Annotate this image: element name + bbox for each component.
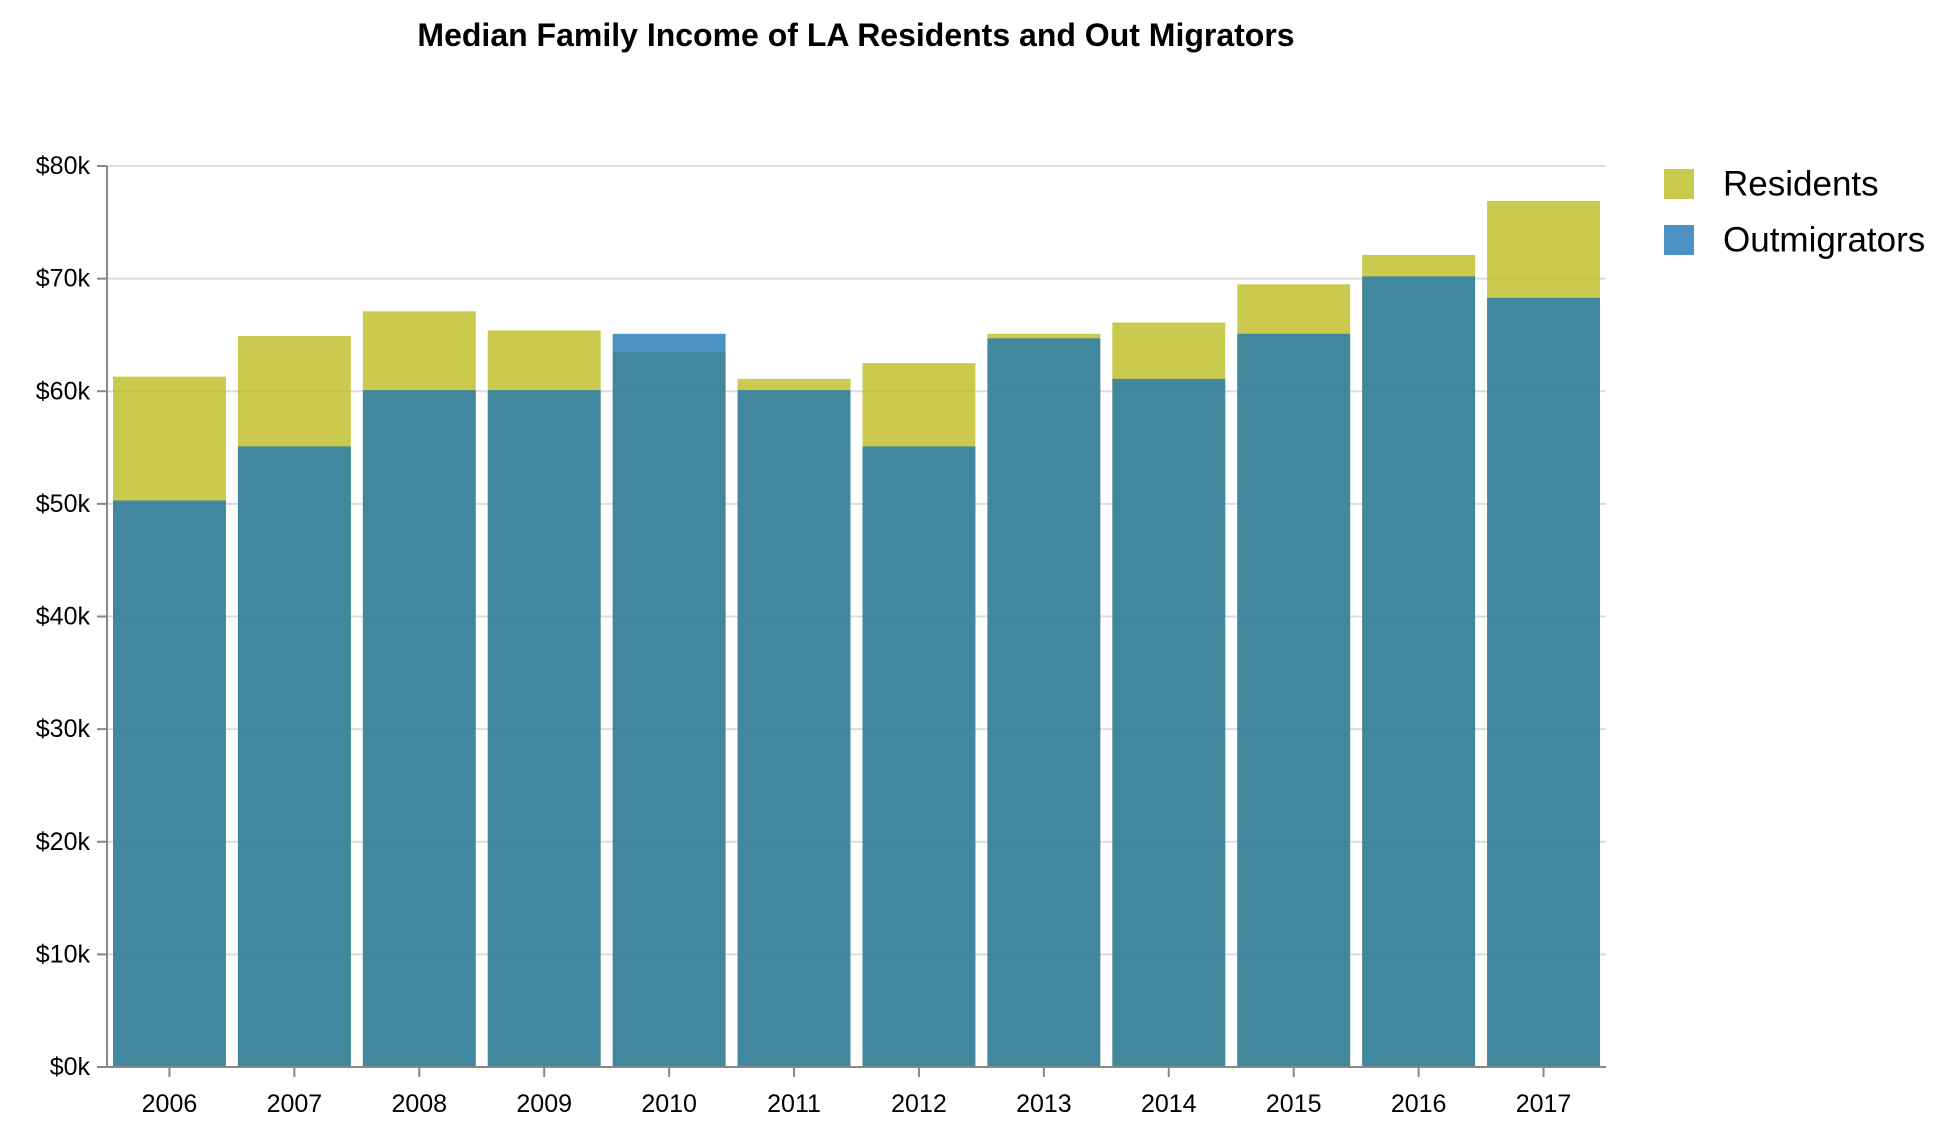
bar-outmigrators-2013: [987, 338, 1101, 1067]
x-tick-label: 2014: [1141, 1090, 1197, 1118]
y-tick-label: $60k: [36, 377, 91, 405]
legend-swatch-residents: [1664, 169, 1694, 199]
bar-outmigrators-2011: [737, 390, 851, 1067]
bar-outmigrators-2007: [237, 446, 351, 1067]
y-tick-label: $40k: [36, 603, 91, 631]
x-tick-label: 2010: [641, 1090, 697, 1118]
bars: [113, 200, 1600, 1068]
y-tick-label: $30k: [36, 715, 91, 743]
grid-lines: [107, 165, 1606, 1068]
x-tick-label: 2016: [1391, 1090, 1447, 1118]
y-tick-label: $20k: [36, 828, 91, 856]
bar-outmigrators-2017: [1487, 297, 1600, 1067]
bar-outmigrators-2015: [1237, 333, 1351, 1067]
y-tick-label: $50k: [36, 490, 91, 518]
legend: Residents Outmigrators: [1664, 165, 1925, 260]
x-tick-label: 2012: [891, 1090, 947, 1118]
bar-outmigrators-2009: [487, 390, 601, 1067]
x-tick-label: 2013: [1016, 1090, 1072, 1118]
y-tick-label: $80k: [36, 152, 91, 180]
x-tick-label: 2007: [267, 1090, 323, 1118]
bar-outmigrators-2008: [362, 390, 476, 1067]
y-tick-label: $0k: [50, 1053, 91, 1081]
axes: $0k $10k $20k $30k $40k $50k $60k $70k $80k 2006 2…: [36, 152, 1606, 1118]
x-tick-label: 2008: [391, 1090, 447, 1118]
legend-swatch-outmigrators: [1664, 225, 1694, 255]
y-tick-label: $70k: [36, 265, 91, 293]
bar-outmigrators-2006: [113, 500, 226, 1068]
x-tick-label: 2009: [516, 1090, 572, 1118]
x-tick-label: 2006: [142, 1090, 198, 1118]
bar-outmigrators-2012: [862, 446, 976, 1067]
legend-label-outmigrators: Outmigrators: [1723, 221, 1925, 260]
y-tick-label: $10k: [36, 940, 91, 968]
bar-outmigrators-2014: [1112, 378, 1226, 1068]
x-tick-label: 2017: [1516, 1090, 1572, 1118]
chart-title: Median Family Income of LA Residents and…: [417, 17, 1294, 53]
bar-outmigrators-2016: [1362, 276, 1476, 1067]
legend-label-residents: Residents: [1723, 165, 1879, 204]
bar-outmigrators-2010: [612, 333, 726, 1067]
x-tick-label: 2011: [767, 1090, 821, 1118]
x-tick-label: 2015: [1266, 1090, 1322, 1118]
